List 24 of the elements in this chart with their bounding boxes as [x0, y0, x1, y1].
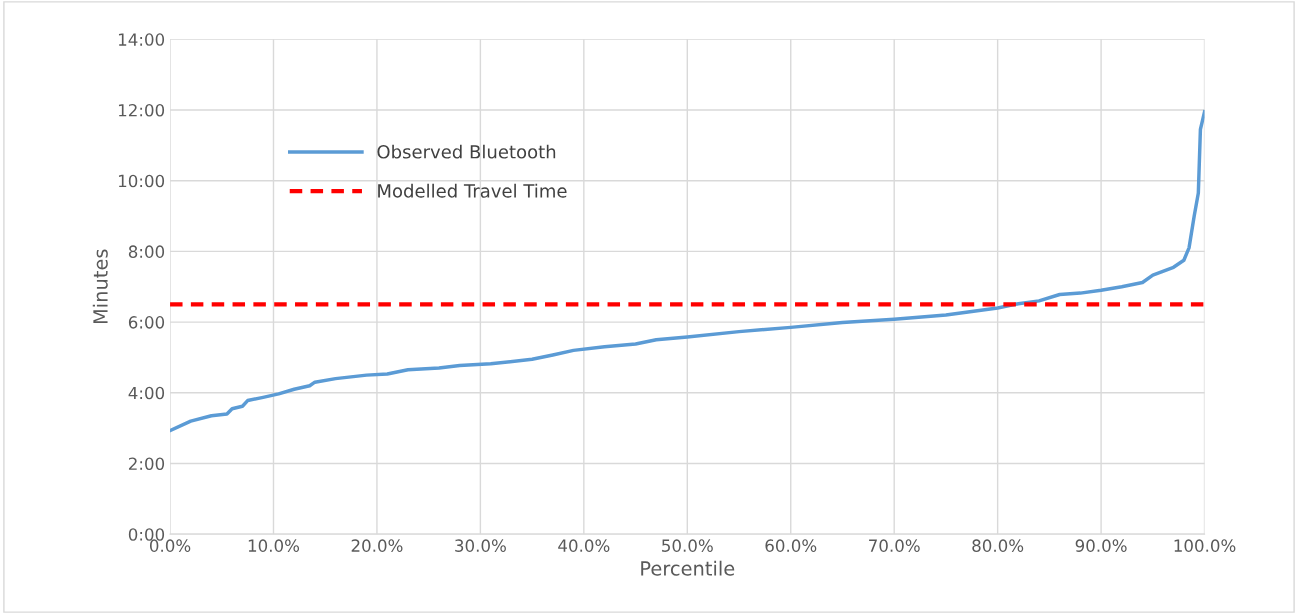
legend-label: Observed Bluetooth [377, 144, 556, 159]
y-tick-label: 4:00 [128, 386, 165, 400]
x-tick-label: 10.0% [248, 539, 300, 552]
line-series [170, 110, 1205, 433]
x-tick-label: 100.0% [1174, 539, 1236, 552]
x-tick-label: 0.0% [149, 539, 191, 552]
y-tick-label: 12:00 [118, 103, 165, 117]
x-axis-title: Percentile [641, 560, 735, 576]
y-axis-title: Minutes [92, 249, 108, 324]
y-tick-label: 6:00 [128, 316, 165, 329]
x-tick-label: 80.0% [972, 539, 1024, 552]
y-tick-label: 2:00 [128, 457, 165, 471]
x-tick-label: 70.0% [869, 539, 920, 552]
y-tick-label: 8:00 [128, 245, 165, 258]
x-tick-label: 20.0% [351, 539, 403, 552]
x-tick-label: 40.0% [558, 539, 610, 552]
legend-label: Modelled Travel Time [378, 183, 567, 198]
y-tick-label: 0:00 [128, 528, 165, 541]
x-tick-label: 30.0% [455, 539, 506, 552]
x-tick-label: 60.0% [765, 539, 817, 552]
y-tick-label: 10:00 [118, 174, 165, 188]
x-tick-label: 90.0% [1075, 539, 1127, 552]
y-tick-label: 14:00 [118, 33, 165, 46]
x-tick-label: 50.0% [662, 539, 713, 552]
